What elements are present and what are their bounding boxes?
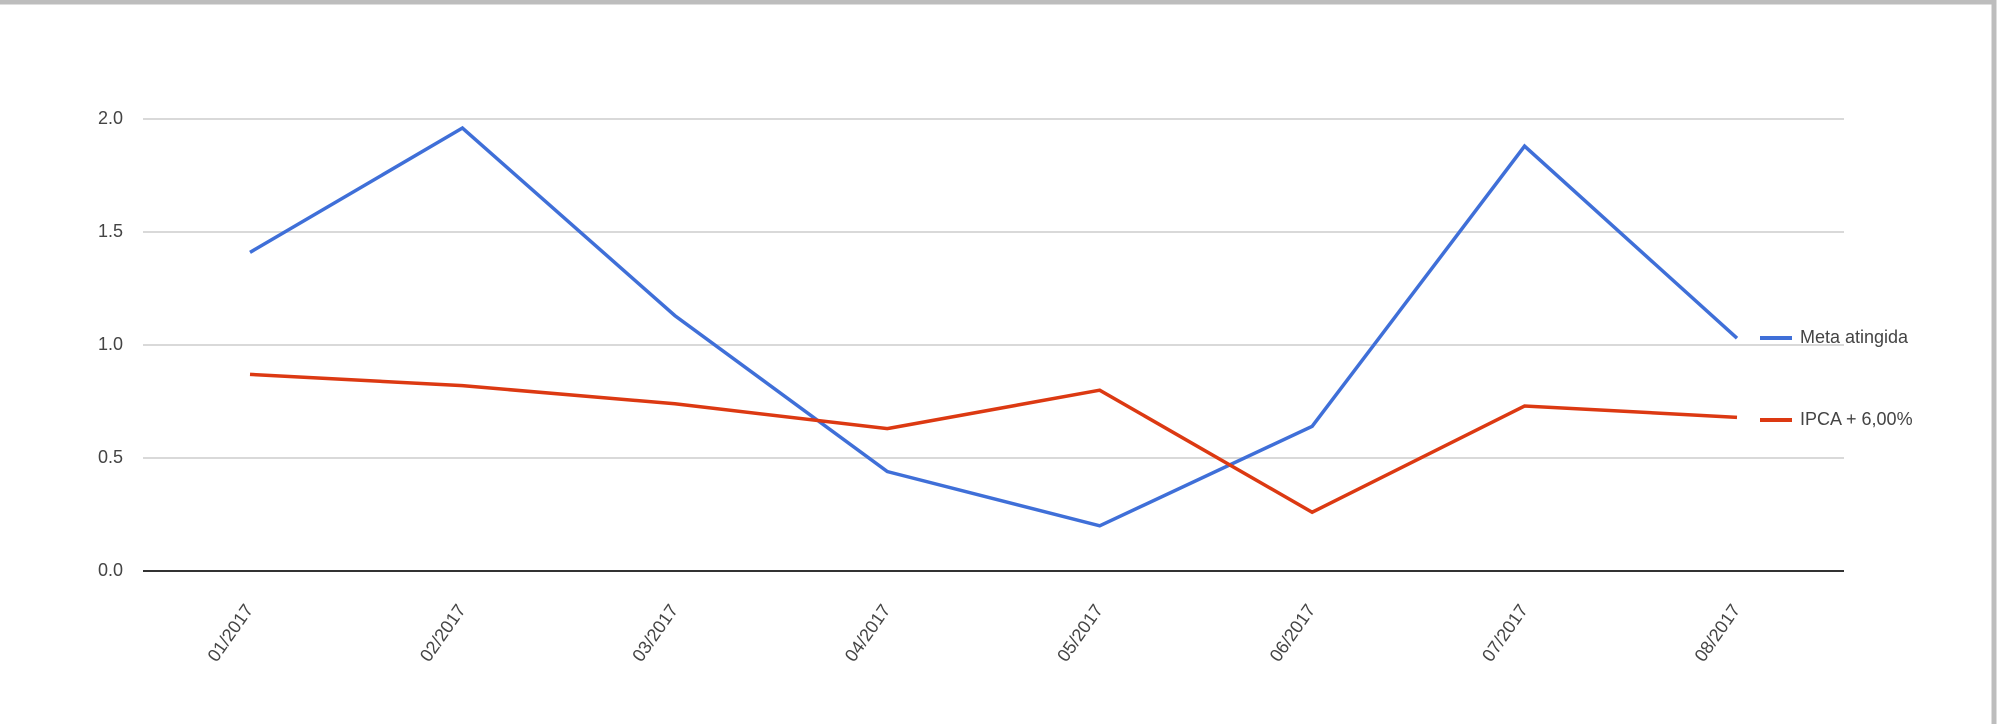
series-line	[249, 125, 1739, 528]
y-tick-label: 1.5	[98, 221, 123, 241]
y-tick-label: 0.0	[98, 560, 123, 580]
series-line	[249, 372, 1738, 515]
y-tick-label: 1.0	[98, 334, 123, 354]
y-tick-label: 0.5	[98, 447, 123, 467]
y-tick-label: 2.0	[98, 108, 123, 128]
legend-label: Meta atingida	[1800, 327, 1909, 347]
legend-label: IPCA + 6,00%	[1800, 409, 1913, 429]
